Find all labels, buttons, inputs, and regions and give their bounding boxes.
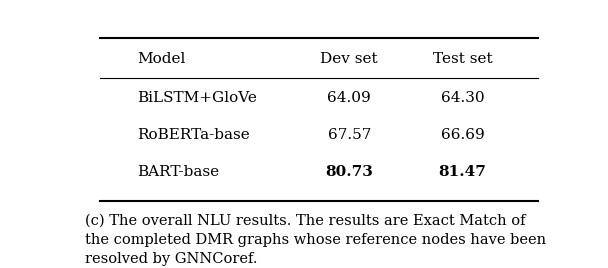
Text: BART-base: BART-base [137, 165, 219, 180]
Text: BiLSTM+GloVe: BiLSTM+GloVe [137, 91, 257, 105]
Text: (c) The overall NLU results. The results are Exact Match of
the completed DMR gr: (c) The overall NLU results. The results… [85, 214, 547, 266]
Text: 81.47: 81.47 [438, 165, 486, 180]
Text: 80.73: 80.73 [325, 165, 373, 180]
Text: 64.09: 64.09 [328, 91, 371, 105]
Text: 67.57: 67.57 [328, 128, 371, 142]
Text: Model: Model [137, 52, 185, 66]
Text: Test set: Test set [432, 52, 492, 66]
Text: 64.30: 64.30 [441, 91, 484, 105]
Text: 66.69: 66.69 [441, 128, 484, 142]
Text: RoBERTa-base: RoBERTa-base [137, 128, 250, 142]
Text: Dev set: Dev set [320, 52, 378, 66]
